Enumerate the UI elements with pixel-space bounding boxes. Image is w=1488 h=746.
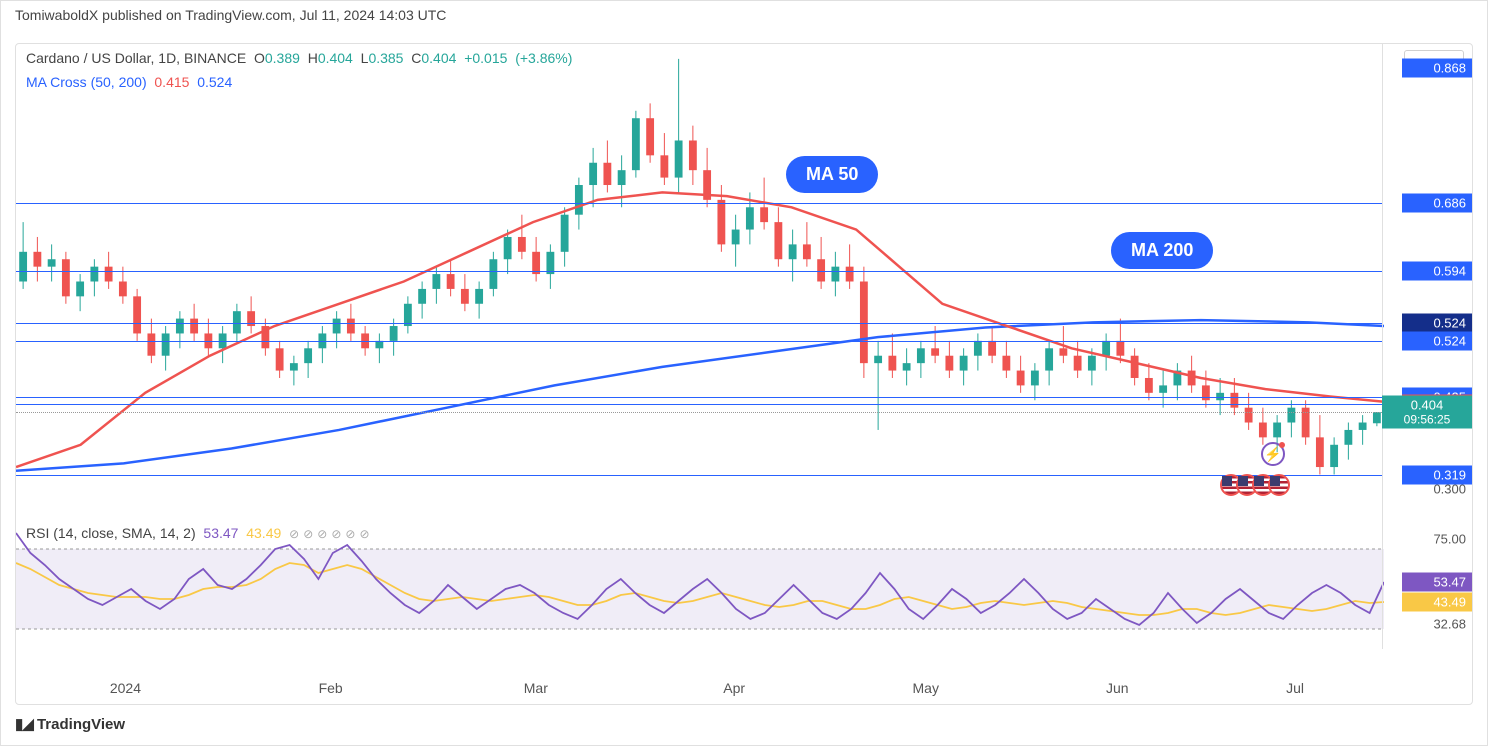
rsi-tick: 32.68 — [1433, 616, 1466, 631]
price-line-label: 0.524 — [1402, 314, 1472, 333]
flash-icon: ⚡ — [1261, 442, 1285, 466]
current-price-badge: 0.404 09:56:25 — [1382, 396, 1472, 429]
price-svg — [16, 44, 1384, 519]
rsi-legend: RSI (14, close, SMA, 14, 2) 53.47 43.49 … — [26, 525, 370, 541]
time-tick: Apr — [723, 680, 745, 696]
price-line-label: 0.319 — [1402, 466, 1472, 485]
price-line-label: 0.686 — [1402, 193, 1472, 212]
chart-area[interactable]: Cardano / US Dollar, 1D, BINANCE O0.389 … — [15, 43, 1473, 705]
rsi-tick: 75.00 — [1433, 532, 1466, 547]
ma-label-bubble: MA 200 — [1111, 232, 1213, 269]
rsi-chart[interactable]: RSI (14, close, SMA, 14, 2) 53.47 43.49 … — [16, 519, 1472, 649]
chart-root: TomiwaboldX published on TradingView.com… — [0, 0, 1488, 746]
rsi-value-badge: 53.47 — [1402, 573, 1472, 592]
price-axis[interactable]: 0.8680.5000.300 — [1382, 44, 1472, 519]
time-tick: Jun — [1106, 680, 1129, 696]
rsi-value-badge: 43.49 — [1402, 593, 1472, 612]
time-axis[interactable]: 2024 Feb Mar Apr May Jun Jul — [16, 674, 1472, 704]
event-flag-icon — [1268, 474, 1290, 496]
price-line-label: 0.524 — [1402, 332, 1472, 351]
price-chart[interactable]: Cardano / US Dollar, 1D, BINANCE O0.389 … — [16, 44, 1472, 519]
time-tick: Feb — [319, 680, 343, 696]
tradingview-logo: ▮◢ TradingView — [15, 715, 125, 733]
price-line-label: 0.594 — [1402, 262, 1472, 281]
time-tick: 2024 — [110, 680, 141, 696]
ma-label-bubble: MA 50 — [786, 156, 878, 193]
price-label: 0.868 — [1402, 58, 1472, 77]
event-flags — [1226, 474, 1290, 496]
time-tick: Mar — [524, 680, 548, 696]
ma-cross-legend: MA Cross (50, 200) 0.415 0.524 — [26, 74, 232, 90]
symbol-legend: Cardano / US Dollar, 1D, BINANCE O0.389 … — [26, 50, 572, 66]
time-tick: Jul — [1286, 680, 1304, 696]
rsi-axis[interactable]: 75.0055.1032.6853.4743.49 — [1382, 519, 1472, 649]
time-tick: May — [912, 680, 938, 696]
publish-bar: TomiwaboldX published on TradingView.com… — [1, 1, 1487, 33]
